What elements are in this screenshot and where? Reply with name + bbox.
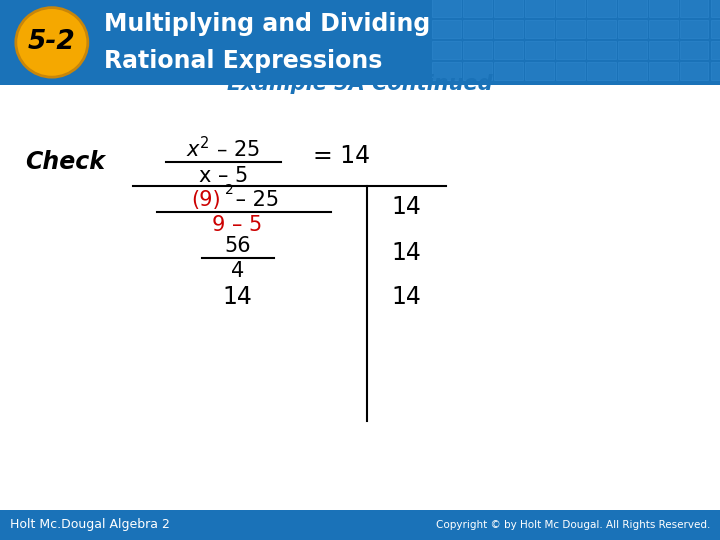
Bar — [463, 0, 492, 17]
Text: x – 5: x – 5 — [199, 166, 248, 186]
Text: 14: 14 — [392, 195, 422, 219]
Bar — [618, 0, 647, 17]
Bar — [680, 41, 708, 59]
Bar — [649, 0, 678, 17]
Bar — [494, 41, 523, 59]
Text: = 14: = 14 — [313, 144, 370, 167]
Bar — [463, 20, 492, 38]
Bar — [556, 63, 585, 80]
Text: Rational Expressions: Rational Expressions — [104, 49, 383, 73]
Ellipse shape — [16, 8, 88, 77]
Bar — [618, 41, 647, 59]
Bar — [587, 0, 616, 17]
Bar — [525, 41, 554, 59]
Text: 4: 4 — [231, 261, 244, 281]
Bar — [680, 0, 708, 17]
Text: 2: 2 — [225, 183, 233, 197]
Bar — [463, 41, 492, 59]
Text: 14: 14 — [392, 241, 422, 265]
Bar — [649, 63, 678, 80]
Bar — [618, 63, 647, 80]
Bar — [556, 0, 585, 17]
Bar — [680, 20, 708, 38]
Text: 56: 56 — [225, 235, 251, 256]
Bar — [525, 0, 554, 17]
Bar — [680, 63, 708, 80]
Text: Holt Mc.Dougal Algebra 2: Holt Mc.Dougal Algebra 2 — [10, 518, 170, 531]
Bar — [587, 63, 616, 80]
Bar — [0, 0, 720, 85]
Text: 14: 14 — [392, 285, 422, 309]
Text: Copyright © by Holt Mc Dougal. All Rights Reserved.: Copyright © by Holt Mc Dougal. All Right… — [436, 520, 710, 530]
Text: Multiplying and Dividing: Multiplying and Dividing — [104, 12, 431, 36]
Bar — [432, 20, 461, 38]
Text: – 25: – 25 — [229, 190, 279, 210]
Bar — [556, 20, 585, 38]
Text: (9): (9) — [191, 190, 220, 210]
Bar — [463, 63, 492, 80]
Bar — [432, 41, 461, 59]
Bar — [711, 0, 720, 17]
Bar — [525, 63, 554, 80]
Bar — [556, 41, 585, 59]
Text: Example 5A Continued: Example 5A Continued — [228, 73, 492, 94]
Bar — [494, 63, 523, 80]
Text: Check: Check — [25, 150, 105, 174]
Text: 5-2: 5-2 — [28, 29, 76, 56]
Bar — [587, 41, 616, 59]
Text: $x^2$ – 25: $x^2$ – 25 — [186, 136, 260, 161]
Bar — [649, 20, 678, 38]
Bar — [494, 0, 523, 17]
Bar — [525, 20, 554, 38]
Bar — [618, 20, 647, 38]
Text: 9 – 5: 9 – 5 — [212, 215, 263, 235]
Bar — [587, 20, 616, 38]
Text: 14: 14 — [222, 285, 253, 309]
Bar — [0, 510, 720, 540]
Bar — [711, 63, 720, 80]
Bar — [649, 41, 678, 59]
Bar — [711, 41, 720, 59]
Bar — [432, 63, 461, 80]
Bar — [432, 0, 461, 17]
Bar — [711, 20, 720, 38]
Bar — [494, 20, 523, 38]
